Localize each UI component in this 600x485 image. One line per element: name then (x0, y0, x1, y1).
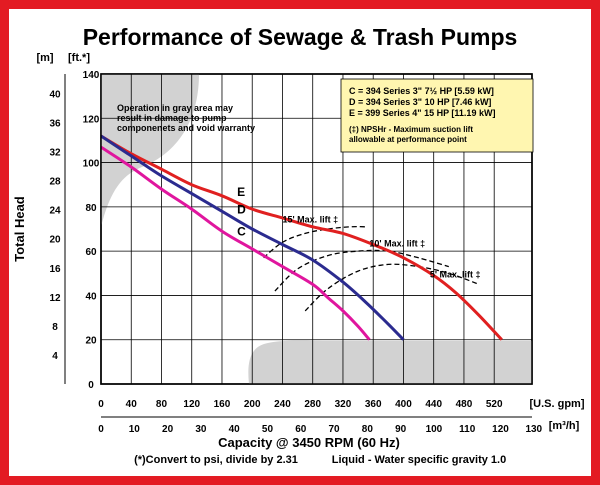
legend-entry-d: D = 394 Series 3" 10 HP [7.46 kW] (349, 97, 491, 107)
x-tick-gpm-label: 520 (486, 399, 503, 410)
x-tick-m3h-label: 20 (162, 424, 174, 435)
suction-lift-label-2: 5' Max. lift ‡ (430, 270, 481, 280)
x-tick-gpm-label: 400 (395, 399, 412, 410)
x-tick-gpm-label: 40 (126, 399, 138, 410)
x-tick-gpm-label: 200 (244, 399, 261, 410)
y-axis-title: Total Head (12, 196, 27, 262)
suction-lift-curve-2 (304, 263, 480, 312)
x-tick-m3h-label: 110 (459, 424, 476, 435)
x-tick-m3h-label: 10 (129, 424, 141, 435)
y-tick-m-label: 4 (52, 351, 58, 362)
chart: Performance of Sewage & Trash Pumps 0 20 4… (12, 24, 585, 466)
suction-lift-label-1: 10' Max. lift ‡ (369, 239, 425, 249)
warning-line-2: result in damage to pump (117, 113, 227, 123)
curve-label-d: D (237, 203, 246, 217)
x-tick-gpm-label: 480 (456, 399, 473, 410)
y-tick-ft-label: 0 (88, 380, 94, 391)
curve-label-e: E (237, 185, 245, 199)
series-line-c (101, 145, 371, 341)
y-tick-m-label: 8 (52, 322, 58, 333)
x-tick-gpm-label: 160 (214, 399, 231, 410)
y-tick-ft-label: 120 (83, 114, 100, 125)
chart-frame: Performance of Sewage & Trash Pumps 0 20 4… (9, 9, 591, 476)
series-line-e (101, 134, 503, 341)
plot-border (100, 73, 533, 385)
x-tick-gpm-label: 80 (156, 399, 168, 410)
x-tick-gpm-label: 120 (183, 399, 200, 410)
y-tick-ft-label: 20 (85, 336, 97, 347)
npsh-note-line-1: (‡) NPSHr - Maximum suction lift (349, 125, 473, 134)
series-line-d (101, 134, 405, 341)
y-unit-m: [m] (36, 52, 53, 64)
warning-line-1: Operation in gray area may (117, 103, 233, 113)
x-unit-m3h: [m³/h] (549, 420, 580, 432)
x-tick-gpm-label: 360 (365, 399, 382, 410)
y-tick-ft-label: 100 (83, 159, 100, 170)
footnote-psi: (*)Convert to psi, divide by 2.31 (134, 454, 298, 466)
curve-label-c: C (237, 225, 246, 239)
x-tick-gpm-label: 440 (425, 399, 442, 410)
gray-region-lower-right (248, 340, 532, 384)
x-unit-gpm: [U.S. gpm] (530, 398, 585, 410)
x-tick-m3h-label: 0 (98, 424, 104, 435)
x-tick-m3h-label: 130 (525, 424, 542, 435)
x-tick-gpm-label: 0 (98, 399, 104, 410)
y-unit-ft: [ft.*] (68, 52, 90, 64)
x-tick-gpm-label: 320 (335, 399, 352, 410)
legend-entry-e: E = 399 Series 4" 15 HP [11.19 kW] (349, 108, 495, 118)
suction-lift-curve-0 (263, 225, 366, 259)
npsh-note-line-2: allowable at performance point (349, 135, 467, 144)
chart-title: Performance of Sewage & Trash Pumps (83, 24, 518, 50)
y-tick-m-label: 16 (49, 264, 61, 275)
x-tick-gpm-label: 240 (274, 399, 291, 410)
x-tick-m3h-label: 60 (295, 424, 307, 435)
gray-region-upper-left (101, 74, 199, 227)
legend-background (340, 78, 534, 153)
legend-entry-c: C = 394 Series 3" 7½ HP [5.59 kW] (349, 86, 494, 96)
warning-note: Operation in gray area may result in dam… (117, 103, 255, 133)
x-tick-m3h-label: 30 (195, 424, 207, 435)
y-tick-m-label: 36 (49, 118, 61, 129)
y-tick-ft-label: 80 (85, 203, 97, 214)
warning-line-3: componenets and void warranty (117, 123, 255, 133)
x-tick-m3h-label: 50 (262, 424, 274, 435)
y-tick-m-label: 40 (49, 89, 61, 100)
y-tick-m-label: 32 (49, 148, 61, 159)
x-tick-m3h-label: 100 (426, 424, 443, 435)
x-tick-m3h-label: 90 (395, 424, 407, 435)
x-axis-title: Capacity @ 3450 RPM (60 Hz) (218, 435, 400, 450)
suction-lift-curve-1 (274, 249, 449, 292)
y-tick-m-label: 28 (49, 177, 61, 188)
y-tick-ft-label: 60 (85, 247, 97, 258)
y-tick-ft-label: 140 (83, 70, 100, 81)
legend-box: C = 394 Series 3" 7½ HP [5.59 kW] D = 39… (340, 78, 534, 153)
footnote-liquid: Liquid - Water specific gravity 1.0 (332, 454, 506, 466)
x-tick-m3h-label: 40 (229, 424, 241, 435)
y-tick-m-label: 12 (49, 293, 61, 304)
y-tick-ft-label: 40 (85, 291, 97, 302)
x-tick-gpm-label: 280 (304, 399, 321, 410)
y-tick-m-label: 20 (49, 235, 61, 246)
x-tick-m3h-label: 80 (362, 424, 374, 435)
y-tick-m-label: 24 (49, 206, 61, 217)
x-tick-m3h-label: 70 (328, 424, 340, 435)
suction-lift-label-0: 15' Max. lift ‡ (282, 214, 338, 224)
x-tick-m3h-label: 120 (492, 424, 509, 435)
